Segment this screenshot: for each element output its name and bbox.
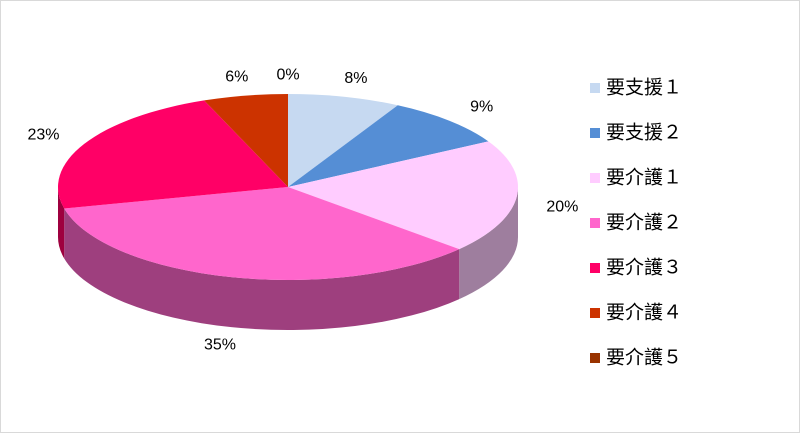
value-label: 8% <box>344 70 367 87</box>
slice-side <box>64 208 460 330</box>
slice-side <box>459 187 518 300</box>
slice <box>204 94 288 187</box>
slice-side <box>58 187 65 259</box>
slice <box>288 105 489 187</box>
legend-swatch <box>590 128 600 138</box>
legend-label: 要介護３ <box>606 257 682 279</box>
legend-label: 要介護４ <box>606 302 682 324</box>
slice <box>58 100 289 209</box>
value-label: 23% <box>27 126 59 143</box>
value-label: 6% <box>225 69 248 86</box>
legend-label: 要支援１ <box>606 77 682 99</box>
legend-label: 要介護２ <box>606 212 682 234</box>
legend-swatch <box>590 218 600 228</box>
legend-swatch <box>590 308 600 318</box>
legend-swatch <box>590 173 600 183</box>
legend-swatch <box>590 83 600 93</box>
value-label: 9% <box>470 99 493 116</box>
legend-swatch <box>590 263 600 273</box>
slice <box>64 187 460 280</box>
value-label: 0% <box>276 67 299 84</box>
legend-label: 要介護１ <box>606 167 682 189</box>
value-label: 35% <box>204 336 236 353</box>
legend-label: 要介護５ <box>606 347 682 369</box>
slice <box>288 94 398 187</box>
legend-swatch <box>590 353 600 363</box>
value-label: 20% <box>546 198 578 215</box>
slice <box>288 141 518 250</box>
legend-label: 要支援２ <box>606 122 682 144</box>
